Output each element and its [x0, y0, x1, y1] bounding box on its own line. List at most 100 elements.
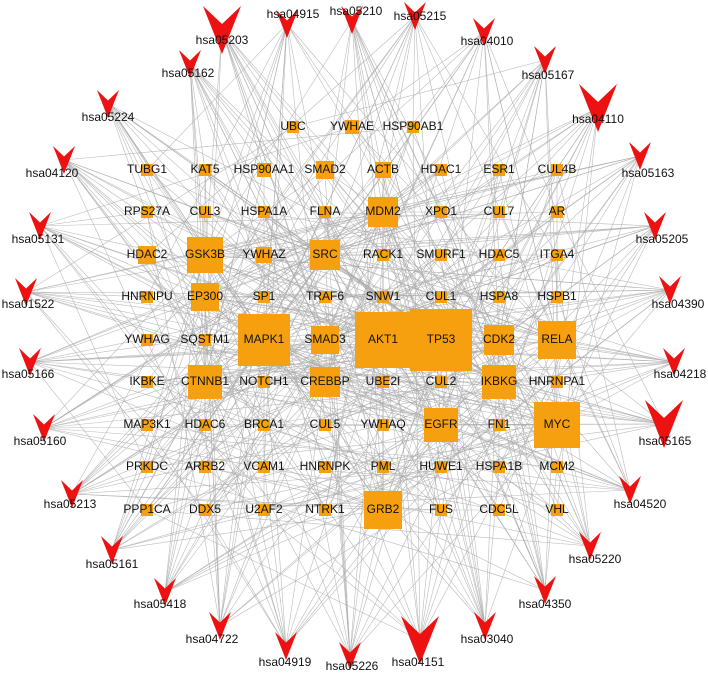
edge — [39, 211, 148, 227]
pathway-label: hsa05160 — [14, 434, 67, 448]
gene-node — [538, 321, 576, 359]
edge — [556, 225, 656, 426]
gene-node — [493, 419, 505, 431]
pathway-node — [659, 276, 681, 304]
edge — [146, 296, 287, 647]
pathway-label: hsa04120 — [26, 166, 79, 180]
edge — [146, 381, 421, 641]
gene-label: CUL4B — [538, 162, 577, 176]
edge — [382, 107, 599, 256]
edge — [63, 159, 148, 256]
gene-node — [141, 461, 153, 473]
edge — [63, 159, 206, 341]
edge — [204, 211, 384, 298]
gene-node — [258, 419, 270, 431]
gene-node — [138, 246, 156, 264]
pathway-label: hsa05418 — [134, 597, 187, 611]
pathway-node — [19, 348, 41, 376]
pathway-node — [341, 6, 363, 34]
edge — [286, 23, 326, 426]
edge — [204, 169, 326, 383]
edge — [71, 466, 500, 495]
edge — [39, 126, 353, 227]
edge — [111, 254, 326, 551]
gene-node — [141, 334, 153, 346]
edge — [285, 381, 326, 647]
pathway-node — [15, 278, 37, 306]
edge — [412, 15, 416, 128]
pathway-node — [474, 612, 496, 640]
gene-label: SQSTM1 — [180, 332, 230, 346]
edge — [440, 107, 599, 341]
pathway-label: hsa05167 — [522, 68, 575, 82]
edge — [43, 427, 500, 511]
gene-label: SNW1 — [366, 289, 401, 303]
edge — [39, 225, 148, 341]
edge — [204, 254, 287, 647]
gene-label: IKBKE — [129, 374, 164, 388]
edge — [204, 169, 442, 298]
edge — [25, 291, 558, 426]
edge — [204, 424, 221, 627]
edge — [440, 155, 641, 426]
gene-label: CUL2 — [426, 374, 457, 388]
gene-label: SMAD2 — [304, 162, 346, 176]
pathway-node — [534, 576, 556, 604]
edge — [498, 254, 546, 591]
gene-label: RPS27A — [124, 204, 170, 218]
edge — [263, 211, 671, 291]
pathway-label: hsa03040 — [461, 632, 514, 646]
gene-node — [319, 206, 331, 218]
gene-label: MAP3K1 — [123, 417, 171, 431]
gene-label: FN1 — [488, 417, 511, 431]
edge — [419, 424, 442, 641]
gene-label: GRB2 — [367, 502, 400, 516]
gene-label: TRAF6 — [306, 289, 344, 303]
pathway-node — [33, 414, 55, 442]
edge — [25, 291, 265, 341]
pathway-label: hsa04722 — [186, 632, 239, 646]
gene-label: ACTB — [367, 162, 399, 176]
gene-label: VHL — [545, 502, 569, 516]
gene-node — [319, 291, 331, 303]
edge — [221, 29, 384, 213]
edge — [204, 381, 442, 511]
pathway-label: hsa05161 — [86, 557, 139, 571]
pathway-label: hsa05205 — [636, 232, 689, 246]
edge — [204, 381, 384, 468]
pathway-label: hsa04390 — [652, 297, 705, 311]
edge — [146, 424, 442, 511]
gene-node — [319, 461, 331, 473]
pathway-label: hsa04110 — [572, 112, 624, 126]
edge — [71, 169, 384, 495]
edge — [219, 466, 326, 627]
gene-node — [141, 376, 153, 388]
edge — [324, 126, 414, 383]
gene-label: HSPA8 — [480, 289, 519, 303]
edge — [146, 15, 416, 256]
edge — [189, 63, 326, 256]
gene-label: MDM2 — [365, 204, 401, 218]
gene-node — [258, 376, 270, 388]
edge — [107, 103, 326, 298]
gene-node — [435, 164, 447, 176]
edge — [263, 466, 287, 647]
edge — [324, 339, 500, 426]
gene-node — [191, 283, 219, 311]
edge — [498, 107, 599, 298]
gene-label: NOTCH1 — [239, 374, 289, 388]
gene-node — [311, 326, 339, 354]
gene-node — [377, 376, 389, 388]
gene-label: NTRK1 — [305, 502, 345, 516]
gene-label: DDX5 — [189, 502, 221, 516]
edge — [285, 339, 384, 647]
pathway-label: hsa05224 — [82, 110, 135, 124]
pathway-node — [619, 476, 641, 504]
gene-label: BRCA1 — [244, 417, 284, 431]
gene-node — [258, 291, 270, 303]
pathway-node — [473, 18, 495, 46]
edge — [39, 211, 558, 227]
edge — [43, 254, 206, 429]
edge — [498, 107, 599, 341]
gene-node — [377, 419, 389, 431]
